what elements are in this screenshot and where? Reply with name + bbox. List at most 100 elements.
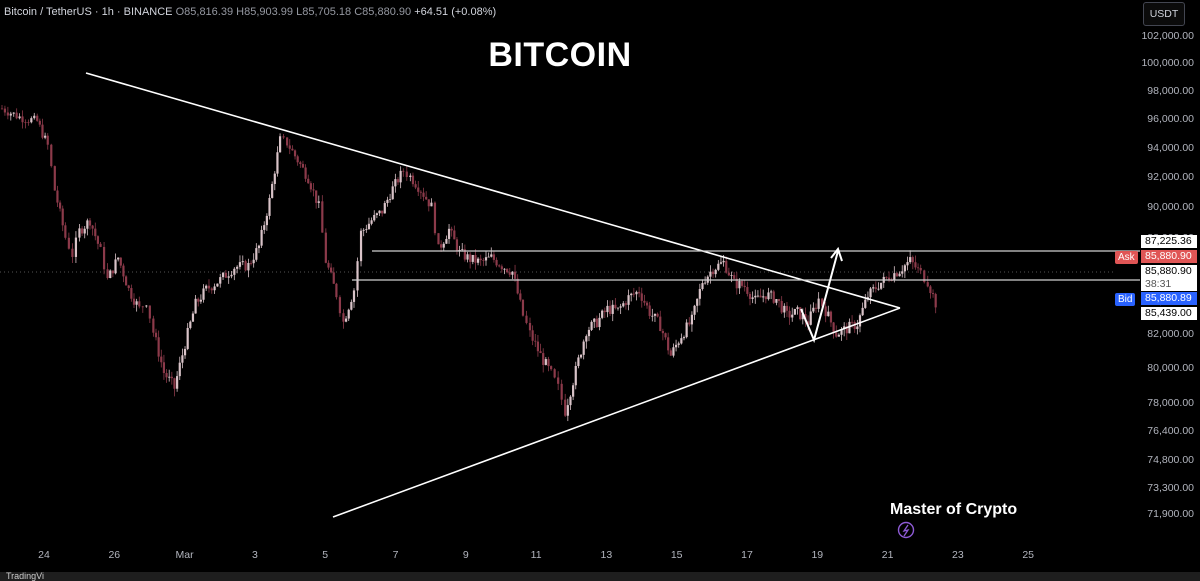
candle-body [893, 273, 896, 281]
candle-body [33, 115, 36, 119]
candle-body [733, 275, 736, 279]
candle-body [640, 293, 643, 301]
candle-body [482, 260, 485, 261]
candle-body [230, 274, 233, 277]
candle-body [674, 344, 678, 348]
candle-body [440, 244, 443, 248]
candle-body [764, 296, 767, 300]
y-tick-label: 92,000.00 [1147, 171, 1194, 184]
candle-body [656, 313, 659, 317]
candle-body [236, 266, 239, 269]
candle-body [544, 359, 547, 365]
candle-body [265, 215, 268, 226]
candle-body [170, 376, 173, 379]
arrow-head-icon [830, 246, 843, 262]
candle-body [286, 137, 289, 146]
candle-body [611, 304, 614, 314]
candle-body [635, 291, 638, 295]
ohlc-open: O85,816.39 [175, 6, 234, 18]
candle-body [181, 355, 184, 363]
candle-body [427, 199, 430, 207]
candle-body [80, 228, 84, 234]
candle-body [791, 314, 794, 318]
candle-body [909, 257, 912, 263]
candle-body [321, 201, 324, 233]
candle-body [102, 246, 106, 270]
currency-selector[interactable]: USDT [1143, 2, 1185, 26]
candle-body [370, 220, 373, 224]
candle-body [627, 295, 630, 305]
candle-body [417, 187, 420, 192]
candle-body [934, 294, 937, 308]
candle-body [861, 307, 864, 316]
candle-body [469, 254, 472, 262]
candle-body [183, 348, 187, 356]
candle-body [296, 156, 299, 163]
candle-body [324, 232, 327, 263]
candle-body [197, 298, 200, 302]
candle-body [61, 208, 64, 226]
candle-body [698, 289, 701, 299]
candle-body [271, 183, 274, 198]
candle-body [624, 303, 628, 305]
candle-body [359, 230, 363, 262]
candle-body [653, 313, 657, 316]
candle-body [205, 285, 208, 289]
x-tick-label: 7 [392, 549, 399, 561]
candle-body [381, 210, 384, 214]
candle-body [508, 272, 511, 275]
candle-body [399, 170, 402, 183]
candle-body [672, 347, 675, 356]
candle-body [869, 288, 872, 298]
candle-body [317, 201, 320, 203]
candle-body [677, 343, 680, 345]
candle-body [221, 272, 225, 278]
candle-body [352, 290, 356, 302]
candle-body [853, 322, 856, 330]
candle-body [664, 333, 667, 338]
bid-tag: Bid [1115, 293, 1136, 306]
candle-body [299, 162, 302, 165]
candle-body [127, 285, 130, 289]
candle-body [263, 225, 266, 230]
candle-body [500, 266, 503, 270]
candle-body [754, 295, 757, 298]
candle-body [64, 225, 67, 238]
y-tick-label: 94,000.00 [1147, 141, 1194, 154]
candle-body [577, 357, 580, 366]
candle-body [135, 301, 138, 305]
candle-body [178, 362, 181, 377]
candle-body [141, 306, 144, 308]
candle-body [227, 276, 230, 278]
candle-body [843, 326, 846, 330]
candle-body [304, 167, 307, 179]
candle-body [796, 307, 799, 310]
candle-body [445, 238, 448, 244]
x-tick-label: 9 [462, 549, 469, 561]
candle-body [168, 376, 171, 378]
candle-body [528, 322, 532, 331]
chart-headline: BITCOIN [488, 36, 632, 74]
symbol-title[interactable]: Bitcoin / TetherUS · 1h · BINANCE [4, 6, 173, 18]
candle-body [872, 287, 875, 289]
candle-body [375, 213, 378, 215]
candle-body [207, 285, 211, 289]
candle-body [38, 120, 41, 125]
candle-body [788, 310, 791, 318]
candle-body [756, 295, 760, 297]
tradingview-logo[interactable]: TradingVi [6, 571, 45, 581]
candle-body [513, 271, 517, 279]
ascending-trendline [332, 307, 901, 518]
projection-arrow [800, 250, 839, 344]
candle-body [122, 265, 125, 277]
candle-body [901, 271, 904, 274]
candle-body [553, 369, 556, 378]
candle-body [809, 311, 812, 325]
candle-body [929, 286, 932, 294]
last-price-label: 85,880.90 [1141, 265, 1197, 278]
candle-body [327, 262, 330, 268]
candle-body [550, 366, 553, 370]
price-axis[interactable]: 102,000.00 100,000.00 98,000.00 96,000.00 94… [1114, 0, 1200, 581]
candle-body [173, 378, 176, 389]
